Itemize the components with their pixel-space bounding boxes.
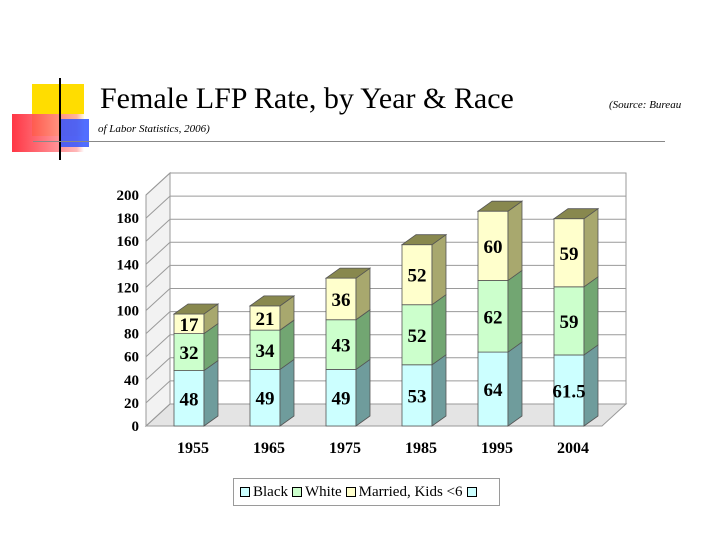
bar-segment-side (279, 358, 295, 427)
legend-label-white: White (305, 483, 342, 500)
x-category-label: 1965 (253, 440, 285, 457)
y-tick-label: 40 (124, 373, 139, 389)
gridline-side (145, 380, 171, 404)
data-label: 64 (484, 380, 504, 401)
gridline-side (145, 311, 171, 334)
legend-swatch-black (240, 487, 250, 497)
bar-segment-side (431, 233, 447, 306)
y-tick-label: 100 (117, 304, 140, 320)
data-label: 62 (484, 307, 503, 328)
bar-segment-side (507, 269, 523, 353)
data-label: 32 (180, 343, 199, 364)
bar-segment-side (355, 358, 371, 427)
bar-segment-top (552, 208, 600, 220)
decoration-blue-square (60, 119, 89, 147)
slide-title: Female LFP Rate, by Year & Race (100, 82, 514, 115)
data-label: 36 (332, 290, 351, 311)
bar-segment-side (431, 354, 447, 427)
bar-segment-side (583, 276, 599, 356)
data-label: 48 (180, 389, 199, 410)
data-label: 61.5 (552, 381, 585, 402)
legend-item-married: Married, Kids <6 (345, 483, 463, 501)
data-label: 60 (484, 237, 503, 258)
gridline-side (145, 265, 171, 288)
chart-legend: Black White Married, Kids <6 (233, 478, 500, 506)
data-label: 17 (180, 315, 200, 336)
bar-segment-top (476, 200, 524, 212)
bar-segment-side (583, 344, 599, 427)
y-tick-label: 200 (117, 188, 140, 204)
y-tick-label: 20 (124, 396, 139, 412)
legend-item-fourth (466, 487, 480, 497)
bar-segment-top (400, 234, 448, 246)
y-tick-label: 0 (132, 419, 140, 435)
decoration-vertical-line (59, 78, 61, 160)
y-tick-label: 180 (117, 211, 140, 227)
bar-segment-top (172, 303, 220, 315)
bar-segment (325, 369, 357, 427)
bar-segment (477, 210, 509, 281)
data-label: 59 (560, 312, 579, 333)
legend-swatch-married (345, 487, 356, 497)
x-category-label: 2004 (557, 440, 589, 457)
gridline-side (145, 241, 171, 265)
data-label: 49 (256, 389, 275, 410)
legend-swatch-fourth (466, 487, 477, 497)
data-label: 49 (332, 389, 351, 410)
y-tick-label: 160 (117, 234, 140, 250)
gridline-side (145, 172, 171, 196)
bar-segment-side (583, 207, 599, 288)
gridline-side (145, 288, 171, 311)
data-label: 34 (256, 341, 276, 362)
data-label: 59 (560, 244, 579, 265)
y-tick-label: 80 (124, 327, 139, 343)
x-category-label: 1975 (329, 440, 361, 457)
bar-segment (249, 369, 281, 427)
bar-segment (477, 280, 509, 353)
y-tick-label: 120 (117, 280, 140, 296)
x-category-label: 1955 (177, 440, 209, 457)
gridline-side (145, 357, 171, 381)
x-category-label: 1995 (481, 440, 513, 457)
bar-segment-top (324, 267, 372, 279)
bar-segment (173, 333, 205, 371)
decoration-horizontal-line (33, 141, 665, 142)
legend-item-white: White (292, 484, 342, 501)
bar-segment (325, 319, 357, 370)
data-label: 21 (256, 309, 275, 330)
gridline-side (145, 403, 171, 427)
bar-segment-side (507, 341, 523, 427)
y-tick-label: 60 (124, 350, 139, 366)
bar-segment (553, 218, 585, 288)
bar-segment-side (203, 359, 219, 427)
legend-label-married: Married, Kids <6 (358, 483, 463, 500)
gridline-side (145, 195, 171, 219)
bar-segment (249, 329, 281, 370)
data-label: 52 (408, 326, 427, 347)
y-tick-label: 140 (117, 257, 140, 273)
data-label: 52 (408, 266, 427, 287)
gridline-side (145, 334, 171, 358)
gridline-side (145, 218, 171, 242)
source-note-part2: of Labor Statistics, 2006) (98, 123, 210, 135)
bar-segment-top (248, 295, 296, 307)
bar-segment (325, 277, 357, 321)
legend-label-black: Black (253, 483, 288, 500)
legend-swatch-white (292, 487, 302, 497)
x-category-label: 1985 (405, 440, 437, 457)
bar-segment (249, 305, 281, 331)
data-label: 43 (332, 336, 351, 357)
bar-segment-side (431, 293, 447, 366)
bar-segment (401, 304, 433, 366)
legend-item-black: Black (240, 484, 288, 501)
source-note-part1: (Source: Bureau (609, 99, 682, 111)
bar-segment-side (507, 200, 523, 282)
bar-segment (477, 351, 509, 427)
data-label: 53 (408, 386, 427, 407)
